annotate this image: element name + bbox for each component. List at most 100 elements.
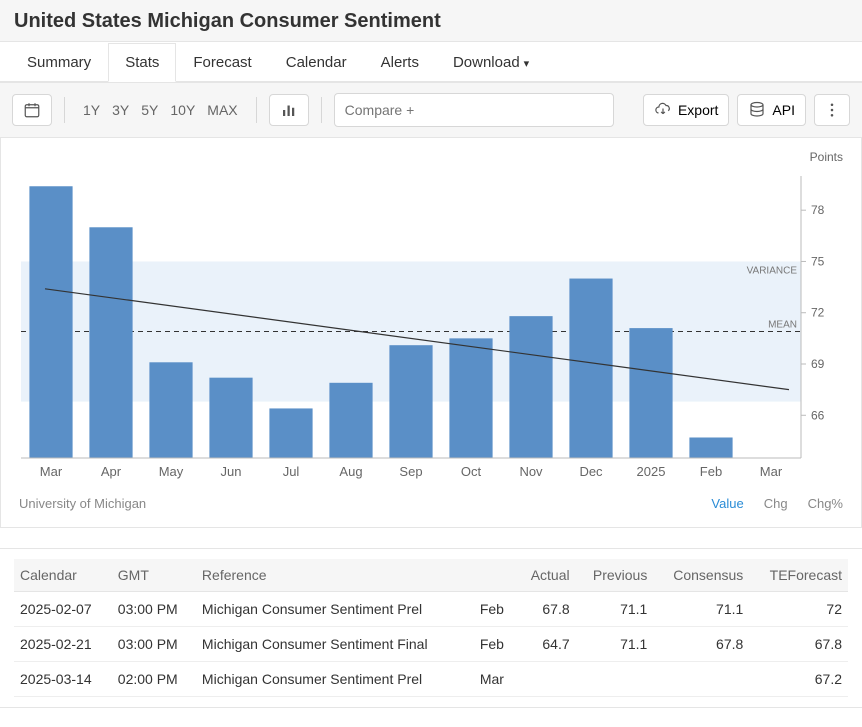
tab-calendar[interactable]: Calendar: [269, 43, 364, 82]
legend-chg[interactable]: Chg: [764, 496, 788, 511]
table-cell: [653, 662, 749, 697]
calendar-icon: [23, 101, 41, 119]
table-header: GMT: [112, 559, 196, 592]
tab-summary[interactable]: Summary: [10, 43, 108, 82]
table-cell: Michigan Consumer Sentiment Prel: [196, 662, 474, 697]
api-label: API: [772, 102, 795, 118]
y-tick-label: 78: [811, 203, 825, 217]
y-tick-label: 69: [811, 357, 825, 371]
range-1y[interactable]: 1Y: [83, 102, 100, 118]
data-table-wrap: CalendarGMTReference ActualPreviousConsen…: [0, 548, 862, 708]
tab-forecast[interactable]: Forecast: [176, 43, 268, 82]
table-header: TEForecast: [749, 559, 848, 592]
range-3y[interactable]: 3Y: [112, 102, 129, 118]
table-header: [474, 559, 516, 592]
table-header: Actual: [516, 559, 576, 592]
bar[interactable]: [689, 437, 732, 458]
x-tick-label: Jun: [221, 464, 242, 479]
bar[interactable]: [569, 279, 612, 458]
cloud-download-icon: [654, 101, 672, 119]
table-cell: 71.1: [576, 592, 654, 627]
tab-alerts[interactable]: Alerts: [364, 43, 436, 82]
table-cell: 02:00 PM: [112, 662, 196, 697]
bar[interactable]: [389, 345, 432, 458]
export-button[interactable]: Export: [643, 94, 729, 126]
table-header: Previous: [576, 559, 654, 592]
page-title: United States Michigan Consumer Sentimen…: [0, 0, 862, 42]
table-row[interactable]: 2025-02-2103:00 PMMichigan Consumer Sent…: [14, 627, 848, 662]
bar[interactable]: [149, 362, 192, 458]
x-tick-label: Aug: [339, 464, 362, 479]
chart-card: Points 6669727578MarAprMayJunJulAugSepOc…: [0, 138, 862, 528]
mean-label: MEAN: [768, 320, 797, 331]
x-tick-label: Sep: [399, 464, 422, 479]
table-cell: 71.1: [576, 627, 654, 662]
table-cell: Feb: [474, 627, 516, 662]
bar[interactable]: [89, 227, 132, 458]
table-cell: 67.8: [749, 627, 848, 662]
compare-input[interactable]: [334, 93, 614, 127]
table-cell: 67.8: [516, 592, 576, 627]
table-header: Consensus: [653, 559, 749, 592]
toolbar-sep: [64, 97, 65, 123]
table-row[interactable]: 2025-02-0703:00 PMMichigan Consumer Sent…: [14, 592, 848, 627]
tab-download[interactable]: Download▾: [436, 43, 546, 82]
variance-label: VARIANCE: [747, 265, 798, 276]
table-cell: Michigan Consumer Sentiment Final: [196, 627, 474, 662]
table-cell: 64.7: [516, 627, 576, 662]
tab-stats[interactable]: Stats: [108, 43, 176, 82]
data-table: CalendarGMTReference ActualPreviousConsen…: [14, 559, 848, 697]
chart-toolbar: 1Y 3Y 5Y 10Y MAX Export API: [0, 82, 862, 138]
table-row[interactable]: 2025-03-1402:00 PMMichigan Consumer Sent…: [14, 662, 848, 697]
chart-area[interactable]: 6669727578MarAprMayJunJulAugSepOctNovDec…: [15, 166, 847, 486]
export-label: Export: [678, 102, 718, 118]
x-tick-label: Nov: [519, 464, 543, 479]
bar[interactable]: [509, 316, 552, 458]
bar[interactable]: [29, 186, 72, 458]
table-cell: 03:00 PM: [112, 592, 196, 627]
date-picker-button[interactable]: [12, 94, 52, 126]
range-group: 1Y 3Y 5Y 10Y MAX: [77, 102, 244, 118]
chart-source: University of Michigan: [19, 496, 146, 511]
x-tick-label: Apr: [101, 464, 122, 479]
database-icon: [748, 101, 766, 119]
range-10y[interactable]: 10Y: [170, 102, 195, 118]
range-5y[interactable]: 5Y: [141, 102, 158, 118]
api-button[interactable]: API: [737, 94, 806, 126]
legend-chgp[interactable]: Chg%: [808, 496, 843, 511]
bar[interactable]: [269, 408, 312, 458]
table-cell: 03:00 PM: [112, 627, 196, 662]
chart-unit-label: Points: [15, 148, 847, 166]
table-cell: [576, 662, 654, 697]
range-max[interactable]: MAX: [207, 102, 237, 118]
bar[interactable]: [629, 328, 672, 458]
bar[interactable]: [329, 383, 372, 458]
x-tick-label: Feb: [700, 464, 722, 479]
table-header: Reference: [196, 559, 474, 592]
chart-type-button[interactable]: [269, 94, 309, 126]
chart-svg: 6669727578MarAprMayJunJulAugSepOctNovDec…: [15, 166, 847, 486]
table-cell: 67.2: [749, 662, 848, 697]
x-tick-label: 2025: [637, 464, 666, 479]
x-tick-label: Dec: [579, 464, 603, 479]
bar[interactable]: [449, 338, 492, 458]
toolbar-sep: [256, 97, 257, 123]
y-tick-label: 66: [811, 408, 825, 422]
x-tick-label: Mar: [760, 464, 783, 479]
table-cell: Michigan Consumer Sentiment Prel: [196, 592, 474, 627]
table-cell: 67.8: [653, 627, 749, 662]
table-cell: 2025-03-14: [14, 662, 112, 697]
x-tick-label: Jul: [283, 464, 300, 479]
table-cell: 71.1: [653, 592, 749, 627]
kebab-icon: [823, 101, 841, 119]
legend-value[interactable]: Value: [711, 496, 743, 511]
x-tick-label: May: [159, 464, 184, 479]
table-cell: 72: [749, 592, 848, 627]
toolbar-sep: [321, 97, 322, 123]
more-menu-button[interactable]: [814, 94, 850, 126]
table-cell: Feb: [474, 592, 516, 627]
y-tick-label: 75: [811, 254, 825, 268]
table-cell: 2025-02-21: [14, 627, 112, 662]
bar[interactable]: [209, 378, 252, 458]
table-header: Calendar: [14, 559, 112, 592]
